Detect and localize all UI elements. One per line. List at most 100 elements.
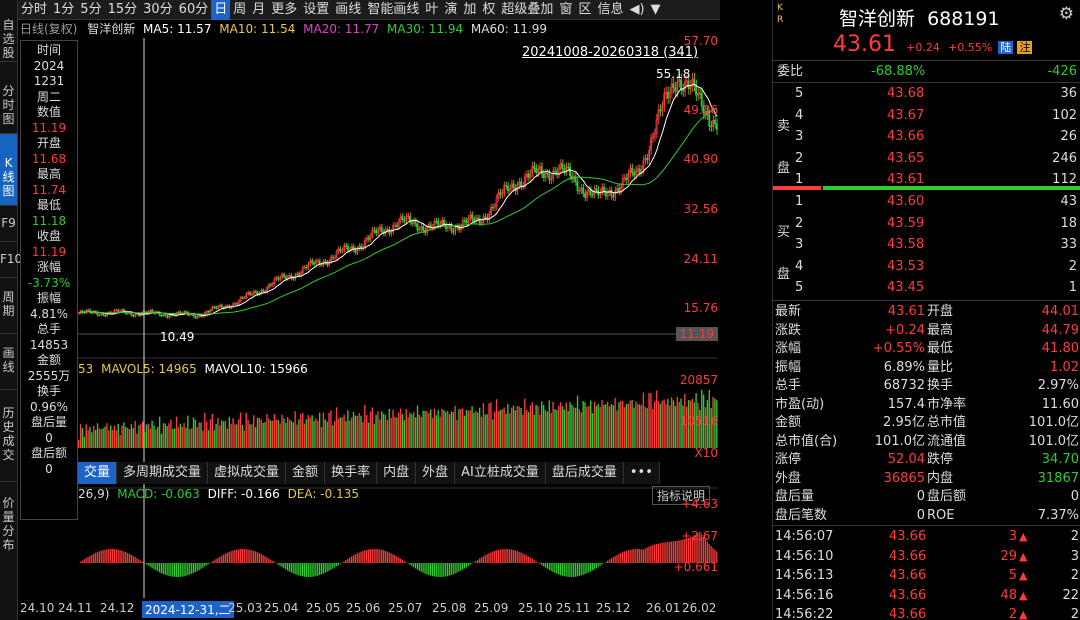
volume-bar: [224, 420, 227, 448]
tab-virtual-volume[interactable]: 虚拟成交量: [208, 462, 287, 484]
macd-bar: [320, 563, 323, 575]
nav-kline[interactable]: K线图: [0, 134, 17, 206]
tb-1min[interactable]: 1分: [53, 1, 75, 17]
candle-body: [333, 257, 336, 259]
tab-inner[interactable]: 内盘: [377, 462, 417, 484]
sells-level[interactable]: 4 43.67 102: [773, 106, 1080, 125]
tb-15min[interactable]: 15分: [107, 1, 138, 17]
gear-icon[interactable]: ⚙: [1058, 4, 1074, 24]
volume-bar: [520, 407, 522, 448]
macd-bar: [693, 535, 695, 563]
volume-bar: [503, 407, 505, 448]
candle-body: [397, 221, 400, 227]
macd-bar: [716, 551, 718, 563]
macd-bar: [119, 550, 121, 563]
volume-bar: [435, 415, 438, 448]
macd-bar: [522, 553, 524, 563]
tb-settings[interactable]: 设置: [303, 1, 330, 17]
candle-body: [151, 309, 154, 313]
tb-60min[interactable]: 60分: [178, 1, 209, 17]
tb-day[interactable]: 日: [211, 0, 231, 20]
candle-body: [226, 305, 229, 307]
tb-quan[interactable]: 权: [482, 1, 496, 17]
macd-bar: [286, 563, 289, 571]
volume-bar: [356, 416, 358, 448]
volume-bar: [286, 417, 289, 448]
nav-zhouqi[interactable]: 周期: [0, 278, 17, 334]
sells-level[interactable]: 2 43.65 246: [773, 149, 1080, 168]
buys-level[interactable]: 4 43.53 2: [773, 257, 1080, 276]
candle-body: [399, 216, 402, 222]
nav-jialiang[interactable]: 价量分布: [2, 496, 15, 552]
range-label[interactable]: 20241008-20260318 (341): [522, 45, 699, 60]
more-icon[interactable]: •••: [624, 462, 660, 484]
macd-bar: [382, 550, 385, 563]
buys-level[interactable]: 5 43.45 1: [773, 278, 1080, 297]
macd-bar: [437, 563, 439, 577]
buys-level[interactable]: 1 43.60 43: [773, 192, 1080, 211]
macd-bar: [443, 563, 445, 577]
macd-bar: [588, 563, 590, 573]
tab-turnover[interactable]: 换手率: [325, 462, 378, 484]
tb-yan[interactable]: 演: [444, 1, 458, 17]
tb-more[interactable]: 更多: [271, 1, 298, 17]
tab-outer[interactable]: 外盘: [416, 462, 456, 484]
sells-level[interactable]: 5 43.68 36: [773, 84, 1080, 103]
sells-level[interactable]: 1 43.61 112: [773, 170, 1080, 189]
nav-zixuan[interactable]: 自选股: [0, 0, 17, 62]
tab-amount[interactable]: 金额: [286, 462, 326, 484]
tb-5min[interactable]: 5分: [80, 1, 102, 17]
buys-level[interactable]: 3 43.58 33: [773, 235, 1080, 254]
volume-bar: [213, 430, 215, 448]
macd-bar: [526, 555, 528, 563]
tb-overlay[interactable]: 超级叠加: [501, 1, 554, 17]
candle-body: [405, 216, 408, 222]
price-axis-5: 24.11: [683, 252, 718, 266]
volume-bar: [379, 419, 381, 448]
macd-bar: [102, 550, 104, 563]
tb-30min[interactable]: 30分: [143, 1, 173, 17]
candle-body: [441, 219, 443, 224]
tb-ye[interactable]: 叶: [425, 1, 439, 17]
price-axis-1: 57.70: [683, 34, 718, 48]
sells-level[interactable]: 3 43.66 26: [773, 127, 1080, 146]
nav-f9[interactable]: F9: [0, 206, 17, 242]
tab-multi-volume[interactable]: 多周期成交量: [117, 462, 209, 484]
tb-month[interactable]: 月: [252, 1, 266, 17]
tb-info[interactable]: 信息: [597, 1, 624, 17]
macd-bar: [343, 561, 345, 563]
tab-volume[interactable]: 交量: [78, 462, 118, 484]
candle-body: [235, 303, 238, 305]
level-price: 43.60: [887, 194, 925, 209]
volume-bar: [207, 430, 210, 448]
cursor-info-box: 时间 2024 1231 周二 数值 11.19 开盘 11.68 最高 11.74 最低 11.18…: [20, 40, 78, 520]
tb-range[interactable]: 区: [578, 1, 592, 17]
tb-jia[interactable]: 加: [463, 1, 477, 17]
tb-window[interactable]: 窗: [559, 1, 573, 17]
indicator-explain-button[interactable]: 指标说明: [652, 486, 711, 505]
tab-after-volume[interactable]: 盘后成交量: [546, 462, 624, 484]
macd-bar: [492, 551, 494, 563]
last-price: 43.61: [833, 32, 896, 57]
tab-ai-volume[interactable]: AI立桩成交量: [455, 462, 546, 484]
nav-lishi[interactable]: 历史成交: [0, 390, 17, 482]
tb-dropdown-icon[interactable]: ▼: [650, 1, 661, 17]
tb-smart-draw[interactable]: 智能画线: [367, 1, 420, 17]
tb-week[interactable]: 周: [233, 1, 247, 17]
macd-bar: [174, 563, 176, 577]
nav-huaxian[interactable]: 画线: [0, 334, 17, 390]
volume-bar: [413, 412, 415, 448]
buys-level[interactable]: 2 43.59 18: [773, 214, 1080, 233]
nav-f10[interactable]: F10: [0, 242, 22, 278]
volume-bar: [187, 415, 189, 448]
macd-bar: [546, 563, 548, 569]
volume-bar: [591, 413, 594, 448]
tb-sound-icon[interactable]: ◀): [629, 1, 645, 17]
kline-chart[interactable]: [78, 38, 718, 598]
macd-bar: [379, 549, 381, 563]
volume-bar: [704, 407, 707, 448]
nav-fenshi[interactable]: 分时图: [0, 62, 17, 134]
volume-bar: [93, 425, 95, 448]
tb-draw[interactable]: 画线: [335, 1, 362, 17]
tb-fenshi[interactable]: 分时: [21, 1, 48, 17]
